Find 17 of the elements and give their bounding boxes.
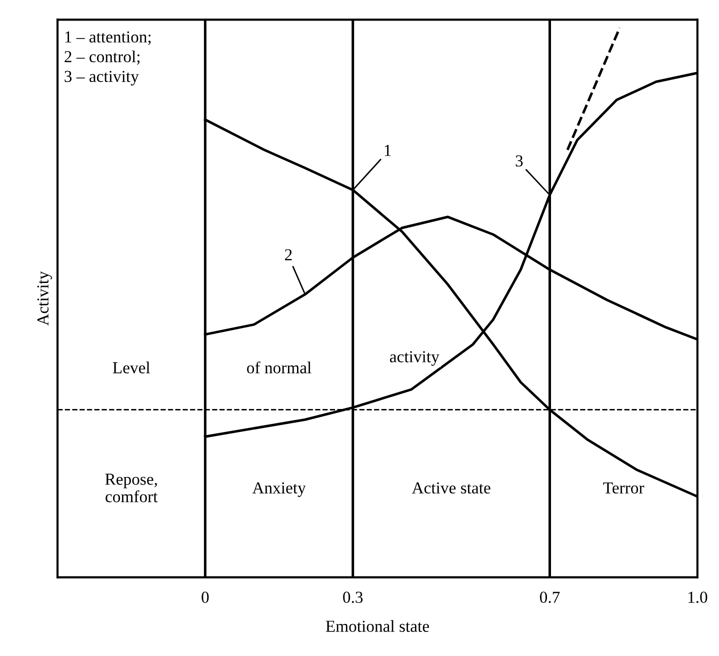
annotation: 1 bbox=[384, 144, 391, 156]
annotation: Terror bbox=[603, 482, 644, 494]
annotation: Active state bbox=[412, 482, 490, 494]
y-axis-title: Activity bbox=[37, 271, 52, 326]
x-axis-title: Emotional state bbox=[326, 620, 429, 632]
annotation: activity bbox=[390, 351, 440, 366]
annotation: 1 – attention; 2 – control; 3 – activity bbox=[64, 31, 151, 86]
annotation: 3 bbox=[516, 155, 523, 167]
annotation: Level bbox=[112, 362, 150, 374]
annotation: 2 bbox=[285, 249, 292, 260]
x-tick-label: 1.0 bbox=[688, 592, 708, 603]
x-tick-label: 0.3 bbox=[343, 592, 363, 603]
annotation: Anxiety bbox=[252, 482, 306, 497]
x-tick-label: 0.7 bbox=[540, 592, 560, 603]
x-tick-label: 0 bbox=[202, 592, 209, 603]
annotation: of normal bbox=[247, 361, 312, 374]
annotation: Repose, comfort bbox=[105, 474, 158, 502]
